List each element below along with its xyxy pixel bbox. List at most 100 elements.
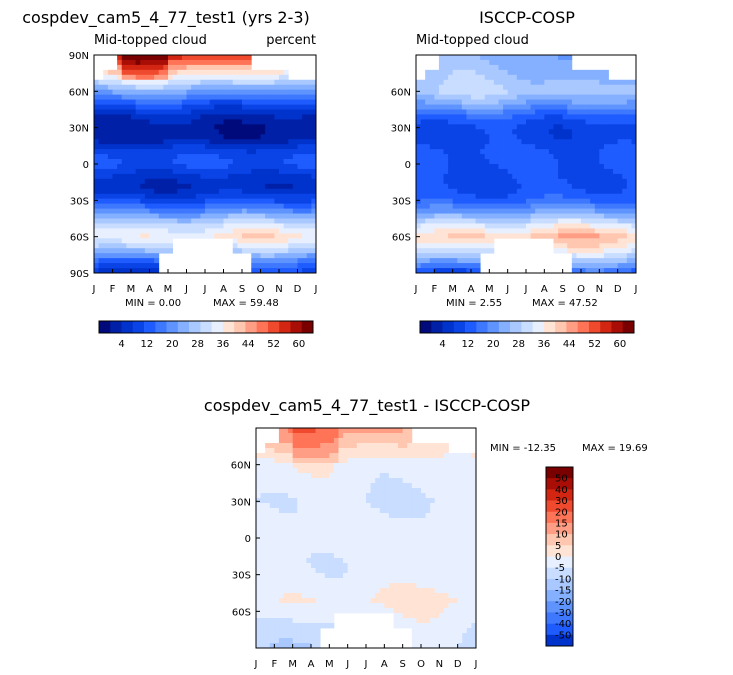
heatmap-cell (260, 154, 266, 160)
heatmap-cell (457, 228, 463, 234)
heatmap-cell (471, 188, 476, 195)
heatmap-cell (622, 243, 628, 249)
heatmap-cell (149, 203, 155, 209)
heatmap-cell (297, 453, 303, 459)
heatmap-cell (144, 99, 150, 105)
heatmap-cell (576, 144, 582, 150)
heatmap-cell (343, 463, 349, 469)
heatmap-cell (622, 218, 628, 224)
heatmap-cell (306, 468, 312, 474)
heatmap-cell (228, 94, 234, 100)
heatmap-cell (461, 188, 467, 195)
heatmap-cell (181, 183, 187, 190)
heatmap-cell (434, 178, 440, 185)
heatmap-cell (443, 59, 449, 66)
heatmap-cell (512, 223, 518, 229)
heatmap-cell (475, 55, 481, 61)
heatmap-cell (265, 268, 271, 274)
heatmap-cell (457, 458, 463, 464)
heatmap-cell (384, 483, 390, 489)
heatmap-cell (274, 523, 280, 529)
heatmap-cell (279, 208, 285, 214)
heatmap-cell (466, 498, 472, 504)
heatmap-cell (232, 79, 238, 86)
heatmap-cell (438, 228, 444, 234)
heatmap-cell (599, 258, 605, 264)
heatmap-cell (98, 263, 104, 269)
heatmap-cell (438, 238, 444, 244)
heatmap-cell (117, 129, 123, 135)
heatmap-cell (398, 478, 404, 484)
heatmap-cell (112, 69, 118, 76)
heatmap-cell (269, 528, 275, 534)
heatmap-cell (461, 69, 467, 76)
heatmap-cell (562, 129, 568, 135)
heatmap-cell (131, 114, 137, 120)
heatmap-cell (232, 64, 238, 71)
heatmap-cell (434, 443, 440, 449)
heatmap-cell (292, 468, 298, 474)
heatmap-cell (585, 149, 591, 155)
heatmap-cell (430, 473, 436, 479)
heatmap-cell (590, 208, 596, 214)
heatmap-cell (461, 159, 467, 165)
heatmap-cell (306, 258, 312, 264)
heatmap-cell (126, 243, 132, 249)
heatmap-cell (214, 55, 220, 61)
heatmap-cell (260, 528, 266, 534)
heatmap-cell (526, 74, 531, 81)
heatmap-cell (329, 453, 335, 459)
heatmap-cell (553, 104, 559, 110)
heatmap-cell (388, 473, 394, 479)
heatmap-cell (168, 203, 174, 209)
heatmap-cell (471, 69, 476, 76)
heatmap-cell (521, 89, 527, 96)
heatmap-cell (489, 55, 495, 61)
heatmap-cell (172, 55, 178, 61)
heatmap-cell (512, 124, 518, 130)
heatmap-cell (503, 114, 509, 120)
heatmap-cell (599, 253, 605, 259)
heatmap-cell (223, 84, 229, 91)
heatmap-cell (379, 523, 385, 529)
heatmap-cell (448, 508, 454, 514)
heatmap-cell (117, 233, 123, 239)
heatmap-cell (461, 94, 467, 100)
heatmap-cell (135, 149, 141, 155)
heatmap-cell (466, 493, 472, 499)
heatmap-cell (375, 453, 381, 459)
heatmap-cell (172, 178, 178, 185)
heatmap-cell (214, 154, 220, 160)
heatmap-cell (117, 248, 123, 254)
heatmap-cell (112, 74, 118, 81)
colorbar-box (267, 321, 280, 333)
heatmap-cell (503, 134, 509, 140)
heatmap-cell (443, 268, 449, 274)
heatmap-cell (306, 523, 312, 529)
heatmap-cell (149, 268, 155, 274)
heatmap-cell (163, 55, 169, 61)
heatmap-cell (246, 223, 252, 229)
heatmap-cell (521, 84, 527, 91)
heatmap-cell (498, 173, 504, 180)
heatmap-cell (603, 144, 609, 150)
heatmap-cell (251, 218, 257, 224)
heatmap-cell (448, 258, 454, 264)
heatmap-cell (251, 84, 257, 91)
heatmap-cell (103, 94, 109, 100)
heatmap-cell (594, 168, 600, 175)
heatmap-cell (338, 498, 344, 504)
heatmap-cell (471, 238, 476, 244)
heatmap-cell (232, 173, 238, 180)
heatmap-cell (480, 248, 486, 254)
heatmap-cell (581, 248, 586, 254)
heatmap-cell (121, 268, 127, 274)
heatmap-cell (571, 168, 577, 175)
heatmap-cell (613, 139, 619, 145)
heatmap-cell (191, 223, 197, 229)
heatmap-cell (512, 59, 518, 66)
heatmap-cell (274, 193, 280, 200)
heatmap-cell (315, 523, 321, 529)
heatmap-cell (457, 513, 463, 519)
heatmap-cell (279, 119, 285, 125)
